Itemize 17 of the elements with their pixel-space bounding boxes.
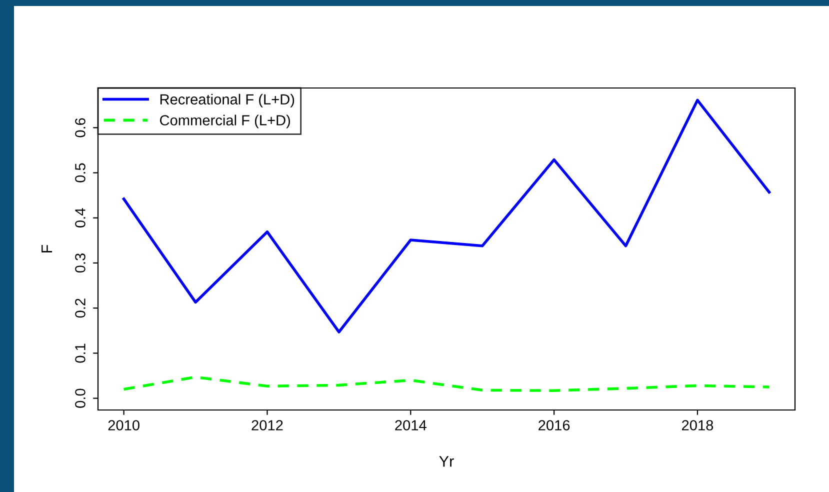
x-tick-label: 2010 [108,420,140,430]
y-tick-label: 0.0 [75,388,86,408]
x-tick-label: 2012 [252,420,283,430]
y-axis-title: F [42,244,52,252]
legend-label: Commercial F (L+D) [160,114,290,128]
x-tick-label: 2018 [682,420,714,430]
y-tick-label: 0.1 [75,344,86,363]
y-tick-label: 0.3 [75,253,86,273]
y-tick-label: 0.5 [75,163,86,182]
y-tick-label: 0.2 [75,298,86,318]
x-axis-title: Yr [439,456,454,467]
x-tick-label: 2014 [395,420,426,430]
y-tick-label: 0.6 [75,118,86,138]
y-tick-label: 0.4 [75,208,86,228]
line-series [122,376,771,392]
x-tick-label: 2016 [538,420,570,430]
legend-label: Recreational F (L+D) [160,94,294,108]
